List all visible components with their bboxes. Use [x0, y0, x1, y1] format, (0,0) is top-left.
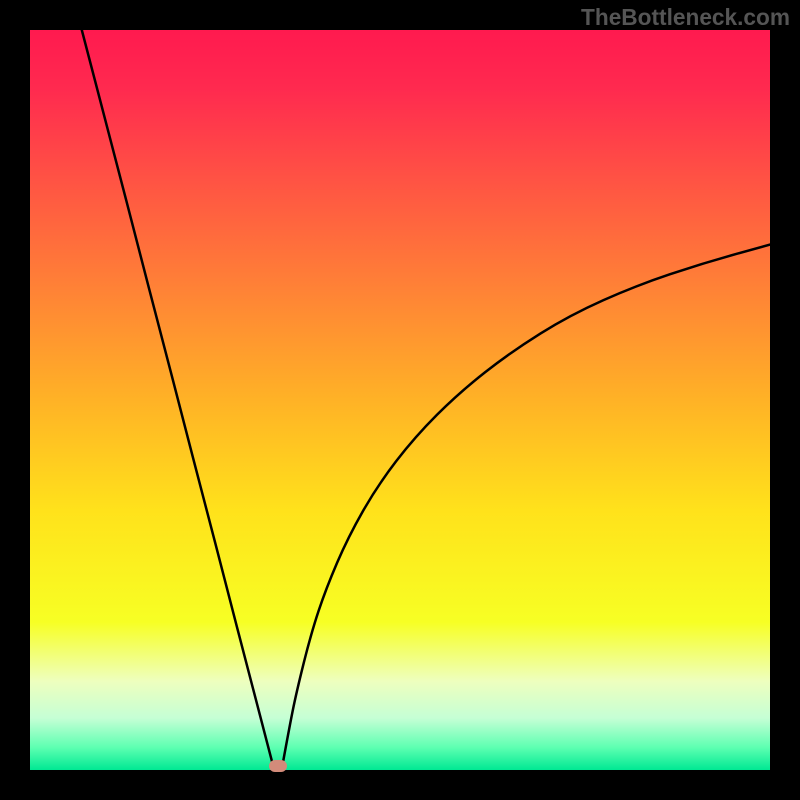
bottleneck-curve [30, 30, 770, 770]
watermark-text: TheBottleneck.com [581, 4, 790, 31]
bottleneck-curve-path [82, 30, 770, 770]
chart-plot-area [30, 30, 770, 770]
optimal-point-marker [269, 760, 287, 772]
